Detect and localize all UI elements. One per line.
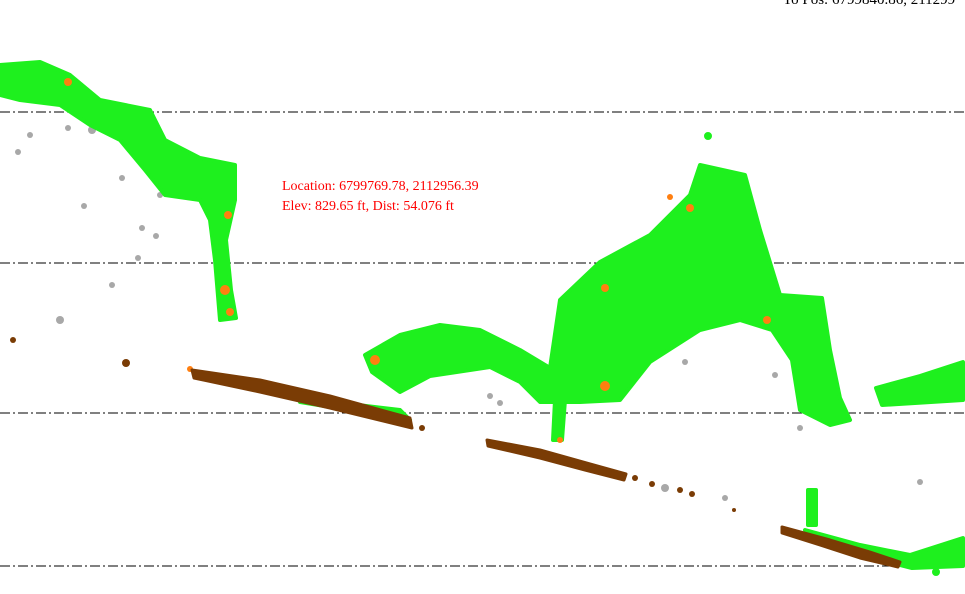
- point-cluster: [806, 488, 818, 527]
- point: [797, 425, 803, 431]
- point: [224, 211, 232, 219]
- point: [557, 437, 563, 443]
- tooltip-elevation: Elev: 829.65 ft, Dist: 54.076 ft: [282, 199, 454, 214]
- cursor-position: To Pos: 6799840.86, 211299: [783, 0, 955, 8]
- point: [81, 203, 87, 209]
- point: [722, 495, 728, 501]
- point: [667, 194, 673, 200]
- point-cluster: [0, 60, 238, 322]
- point: [65, 125, 71, 131]
- point: [122, 359, 130, 367]
- point: [15, 149, 21, 155]
- green-points: [0, 60, 965, 576]
- point-cluster: [874, 360, 965, 407]
- point: [119, 175, 125, 181]
- point-cluster: [551, 398, 567, 442]
- point: [497, 400, 503, 406]
- point: [649, 481, 655, 487]
- point: [220, 285, 230, 295]
- point: [763, 316, 771, 324]
- point: [632, 475, 638, 481]
- point: [419, 425, 425, 431]
- point: [226, 308, 234, 316]
- point: [772, 372, 778, 378]
- point: [932, 568, 940, 576]
- point: [64, 78, 72, 86]
- point: [10, 337, 16, 343]
- point: [487, 393, 493, 399]
- point: [109, 282, 115, 288]
- point: [686, 204, 694, 212]
- point: [600, 381, 610, 391]
- point: [917, 479, 923, 485]
- point-cluster: [780, 525, 902, 569]
- point: [689, 491, 695, 497]
- ground-points: [10, 337, 902, 569]
- point: [153, 233, 159, 239]
- point-cluster: [363, 163, 852, 427]
- point: [661, 484, 669, 492]
- point: [682, 359, 688, 365]
- point: [135, 255, 141, 261]
- point: [704, 132, 712, 140]
- orange-points: [64, 78, 771, 443]
- point: [677, 487, 683, 493]
- point: [370, 355, 380, 365]
- tooltip-location: Location: 6799769.78, 2112956.39: [282, 179, 479, 194]
- point: [139, 225, 145, 231]
- point: [27, 132, 33, 138]
- grid-lines: [0, 111, 965, 567]
- point: [732, 508, 736, 512]
- point-cluster: [190, 368, 414, 430]
- point-cluster: [485, 438, 628, 482]
- point: [601, 284, 609, 292]
- point: [56, 316, 64, 324]
